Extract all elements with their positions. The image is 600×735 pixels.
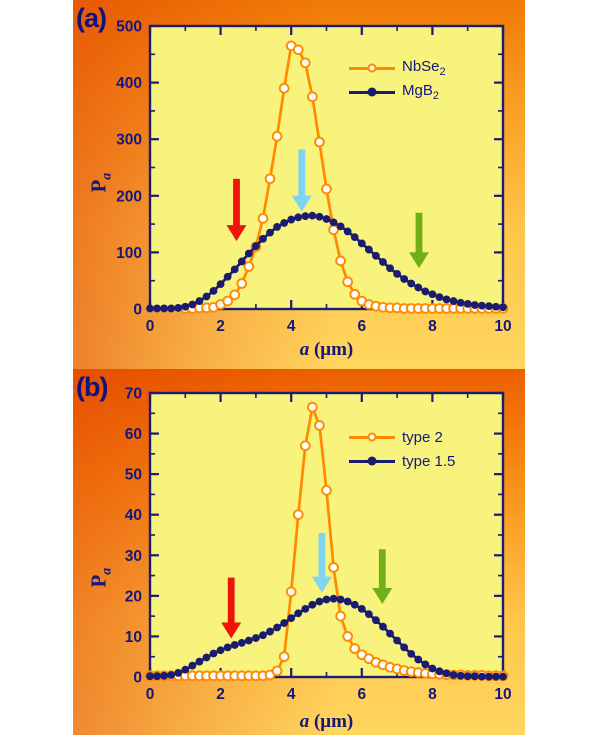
- title-part: MgB: [402, 82, 433, 99]
- cyan-arrow: [311, 532, 332, 593]
- x-tick-label: 10: [494, 318, 511, 335]
- panel-b-legend: type 2 type 1.5: [349, 425, 455, 473]
- x-tick-label: 0: [146, 686, 155, 703]
- plot-frame: [148, 24, 505, 311]
- y-tick-label: 60: [125, 426, 142, 443]
- legend-filled-marker-sample: [349, 87, 395, 98]
- legend-label: type 1.5: [402, 453, 455, 470]
- y-tick-label: 30: [125, 548, 142, 565]
- legend-label: MgB2: [402, 82, 439, 102]
- x-tick-label: 6: [357, 686, 366, 703]
- legend-open-marker-sample: [349, 432, 395, 443]
- green-arrow: [408, 212, 429, 269]
- title-part: type 2: [402, 428, 443, 446]
- y-tick-label: 0: [133, 670, 142, 687]
- red-arrow: [226, 178, 247, 242]
- x-tick-label: 2: [216, 318, 225, 335]
- legend-filled-marker-sample: [349, 456, 395, 467]
- legend-row: MgB2: [349, 80, 446, 104]
- y-tick-label: 500: [116, 19, 142, 36]
- panel-b-corner-label: (b): [76, 372, 109, 402]
- title-part: type 1.5: [402, 452, 456, 470]
- y-tick-label: 100: [116, 245, 142, 262]
- x-tick-label: 10: [494, 686, 511, 703]
- y-tick-label: 400: [116, 75, 142, 92]
- legend-label: type 2: [402, 429, 443, 446]
- title-part: a: [99, 172, 115, 180]
- y-tick-label: 300: [116, 132, 142, 149]
- legend-label: NbSe2: [402, 58, 446, 78]
- title-part: P: [86, 574, 111, 588]
- y-tick-label: 50: [125, 467, 142, 484]
- x-tick-label: 4: [287, 686, 296, 703]
- y-tick-label: 40: [125, 507, 142, 524]
- title-part: a: [299, 339, 310, 360]
- tick-labels: 0 2 4 6 8 10 0 10 20 30 40 50 60 70: [125, 386, 512, 704]
- legend-row: NbSe2: [349, 56, 446, 80]
- title-part: (μm): [309, 711, 354, 732]
- panel-b: (b) 0 2 4 6 8 10 0 10 20 30 40 50 60 70 Pa a (μm) typ…: [73, 369, 525, 735]
- panel-a-legend: NbSe2 MgB2: [349, 56, 446, 104]
- legend-row: type 2: [349, 425, 455, 449]
- panel-a-x-axis-title: a (μm): [150, 339, 503, 361]
- x-tick-label: 8: [428, 318, 437, 335]
- y-tick-label: 200: [116, 188, 142, 205]
- plot-area: [150, 393, 503, 677]
- x-tick-label: 8: [428, 686, 437, 703]
- plot-area: [150, 26, 503, 309]
- figure: (a) 0 2 4 6 8 10 0 100 200 300 400 500 Pa a (μm) Nb…: [73, 0, 525, 735]
- series-markers-mgb2: [146, 211, 507, 313]
- x-tick-label: 6: [357, 318, 366, 335]
- title-part: a: [99, 567, 115, 575]
- title-part: (μm): [309, 339, 354, 360]
- legend-open-marker-sample: [349, 63, 395, 74]
- title-part: a: [299, 711, 310, 732]
- plot-frame: [148, 391, 505, 679]
- panel-a-y-axis-title: Pa: [86, 161, 115, 205]
- y-tick-label: 10: [125, 629, 142, 646]
- title-part: 2: [432, 90, 439, 102]
- series-markers-type-1-5: [146, 594, 507, 681]
- panel-b-y-axis-title: Pa: [86, 556, 115, 600]
- panel-a-corner-label: (a): [76, 3, 107, 33]
- panel-a: (a) 0 2 4 6 8 10 0 100 200 300 400 500 Pa a (μm) Nb…: [73, 0, 525, 369]
- title-part: NbSe: [402, 58, 440, 75]
- green-arrow: [372, 549, 393, 604]
- title-part: P: [86, 179, 111, 193]
- y-tick-label: 70: [125, 386, 142, 403]
- x-tick-label: 0: [146, 318, 155, 335]
- y-tick-label: 20: [125, 588, 142, 605]
- legend-row: type 1.5: [349, 449, 455, 473]
- y-tick-label: 0: [133, 302, 142, 319]
- title-part: 2: [439, 66, 446, 78]
- x-tick-label: 4: [287, 318, 296, 335]
- cyan-arrow: [291, 149, 312, 212]
- plot-b-canvas: 0 2 4 6 8 10 0 10 20 30 40 50 60 70: [125, 386, 512, 704]
- red-arrow: [221, 577, 242, 639]
- panel-b-x-axis-title: a (μm): [150, 711, 503, 733]
- x-tick-label: 2: [216, 686, 225, 703]
